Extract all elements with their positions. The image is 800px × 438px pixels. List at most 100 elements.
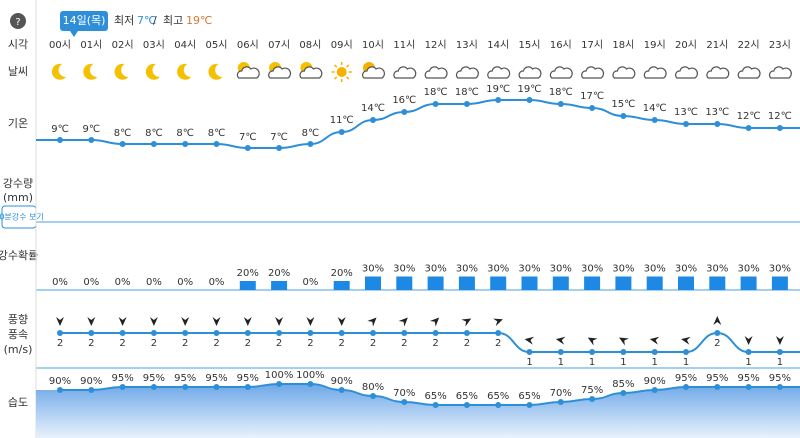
hour-label: 01시 bbox=[80, 39, 102, 51]
wind-arrow bbox=[429, 317, 440, 327]
hour-label: 12시 bbox=[425, 39, 447, 51]
wind-point bbox=[432, 330, 439, 336]
row-label: 강수량 bbox=[3, 177, 33, 190]
hour-label: 15시 bbox=[519, 39, 541, 51]
humidity-label: 95% bbox=[174, 373, 196, 384]
prob-label: 0% bbox=[302, 277, 318, 288]
temp-label: 19℃ bbox=[518, 84, 542, 95]
wind-point bbox=[745, 349, 752, 355]
prob-label: 30% bbox=[362, 264, 384, 275]
precip-button-text[interactable]: 10분강수 보기 bbox=[0, 212, 44, 222]
wind-point bbox=[776, 349, 783, 355]
help-icon[interactable] bbox=[10, 13, 26, 29]
row-label: 강수확률 bbox=[0, 249, 38, 262]
wind-point bbox=[401, 330, 408, 336]
cloud-icon bbox=[236, 66, 260, 79]
temp-point bbox=[119, 141, 126, 147]
wind-point bbox=[88, 330, 95, 336]
prob-label: 30% bbox=[706, 264, 728, 275]
wind-label: 1 bbox=[526, 357, 532, 368]
cloud-icon bbox=[675, 66, 698, 79]
hour-label: 00시 bbox=[49, 39, 71, 51]
moon-icon bbox=[83, 63, 98, 80]
humidity-point bbox=[119, 384, 126, 390]
moon-icon bbox=[177, 63, 192, 80]
temp-label: 12℃ bbox=[737, 111, 761, 122]
date: 14일(목) bbox=[63, 13, 106, 27]
hour-label: 18시 bbox=[612, 39, 634, 51]
wind-point bbox=[244, 330, 251, 336]
wind-label: 1 bbox=[652, 357, 658, 368]
help[interactable]: ? bbox=[15, 17, 20, 28]
wind-arrow bbox=[619, 337, 629, 346]
moon-icon bbox=[114, 63, 129, 80]
prob-label: 30% bbox=[769, 264, 791, 275]
row-label: 기온 bbox=[8, 117, 28, 130]
humidity-label: 100% bbox=[296, 370, 325, 381]
prob-bar bbox=[521, 276, 538, 290]
wind-point bbox=[463, 330, 470, 336]
humidity-point bbox=[683, 384, 689, 390]
wind-point bbox=[589, 349, 596, 355]
wind-label: 2 bbox=[401, 338, 407, 349]
temp-point bbox=[589, 105, 596, 111]
humidity-point bbox=[495, 402, 502, 408]
humidity-point bbox=[745, 384, 752, 390]
humidity-label: 95% bbox=[737, 373, 759, 384]
humidity-label: 65% bbox=[487, 391, 509, 402]
wind-arrow bbox=[775, 336, 784, 345]
temp-point bbox=[338, 129, 345, 135]
wind-arrow bbox=[118, 317, 127, 326]
prob-label: 30% bbox=[581, 264, 603, 275]
temp-point bbox=[57, 137, 63, 143]
prob-label: 30% bbox=[393, 264, 415, 275]
humidity-label: 85% bbox=[612, 379, 634, 390]
wind-arrow bbox=[56, 317, 64, 326]
temp-point bbox=[651, 117, 658, 123]
wind-arrow bbox=[398, 317, 408, 327]
prob-label: 0% bbox=[52, 277, 68, 288]
row-label: 습도 bbox=[8, 396, 28, 409]
temp-label: 12℃ bbox=[768, 111, 792, 122]
wind-label: 1 bbox=[777, 357, 783, 368]
temp-label: 19℃ bbox=[486, 84, 510, 95]
wind-label: 2 bbox=[339, 338, 345, 349]
temp-point bbox=[495, 97, 502, 103]
hour-label: 06시 bbox=[237, 39, 259, 51]
hour-label: 14시 bbox=[487, 39, 509, 51]
temp-point bbox=[150, 141, 157, 147]
hour-label: 13시 bbox=[456, 39, 478, 51]
temp-label: 18℃ bbox=[455, 87, 479, 98]
temp-point bbox=[745, 125, 752, 131]
temp-label: 8℃ bbox=[176, 128, 194, 139]
humidity-point bbox=[714, 384, 721, 390]
wind-label: 2 bbox=[714, 338, 720, 349]
hour-label: 09시 bbox=[331, 39, 353, 51]
temp-label: 18℃ bbox=[424, 87, 448, 98]
cloud-icon bbox=[455, 66, 479, 79]
temp-point bbox=[370, 117, 376, 123]
prob-label: 0% bbox=[115, 277, 131, 288]
moon-icon bbox=[208, 63, 223, 80]
max-label: 최고 bbox=[163, 14, 183, 27]
prob-bar bbox=[365, 276, 381, 290]
temp-label: 14℃ bbox=[361, 103, 385, 114]
wind-label: 2 bbox=[370, 338, 376, 349]
humidity-area bbox=[36, 384, 800, 438]
cloud-icon bbox=[424, 66, 448, 79]
wind-point bbox=[57, 330, 63, 336]
prob-bar bbox=[396, 276, 413, 290]
wind-point bbox=[370, 330, 376, 336]
hour-label: 02시 bbox=[112, 39, 134, 51]
hour-label: 19시 bbox=[644, 39, 666, 51]
prob-bar bbox=[552, 276, 569, 290]
prob-bar bbox=[333, 281, 350, 290]
humidity-point bbox=[370, 393, 376, 399]
wind-point bbox=[182, 330, 189, 336]
temp-line bbox=[36, 99, 800, 149]
min-label: 최저 bbox=[114, 14, 134, 27]
prob-label: 30% bbox=[675, 264, 697, 275]
humidity-point bbox=[776, 384, 783, 390]
wind-point bbox=[683, 349, 689, 355]
prob-label: 20% bbox=[268, 268, 290, 279]
